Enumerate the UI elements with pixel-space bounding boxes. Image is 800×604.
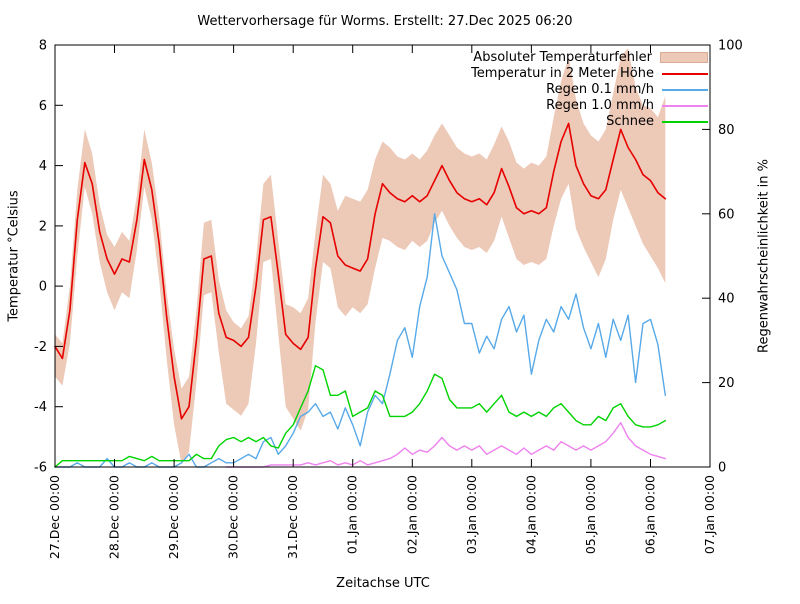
legend-label-snow: Schnee [606, 114, 654, 129]
y-right-tick-label: 60 [718, 207, 735, 222]
y-right-tick-label: 20 [718, 376, 735, 391]
y-right-tick-label: 80 [718, 123, 735, 138]
legend-entry-rain-01: Regen 0.1 mm/h [471, 82, 708, 97]
x-tick-label: 27.Dec 00:00 [47, 475, 62, 559]
y-right-tick-label: 100 [718, 39, 743, 54]
y-left-tick-label: -2 [34, 340, 47, 355]
x-axis-title: Zeitachse UTC [336, 576, 430, 591]
y-axis-left-tick-labels: -6 -4 -2 0 2 4 6 8 [34, 39, 47, 476]
x-tick-label: 04.Jan 00:00 [523, 475, 538, 554]
temperature-error-band [55, 48, 666, 464]
y-axis-left-ticks [55, 44, 63, 468]
x-tick-label: 28.Dec 00:00 [107, 475, 122, 559]
legend-entry-temperature-error: Absoluter Temperaturfehler [471, 50, 708, 65]
snow-line [54, 365, 666, 468]
chart-title: Wettervorhersage für Worms. Erstellt: 27… [197, 14, 573, 29]
legend-swatch-rain-01-line [662, 88, 708, 91]
plot-border [54, 44, 711, 468]
legend-entry-temperature: Temperatur in 2 Meter Höhe [471, 66, 708, 81]
x-tick-label: 30.Dec 00:00 [226, 475, 241, 559]
x-tick-label: 06.Jan 00:00 [643, 475, 658, 554]
y-left-tick-label: 8 [39, 39, 47, 54]
x-axis-tick-labels: 27.Dec 00:00 28.Dec 00:00 29.Dec 00:00 30.D… [47, 475, 717, 559]
x-tick-label: 02.Jan 00:00 [404, 475, 419, 554]
legend-label-temperature: Temperatur in 2 Meter Höhe [471, 66, 654, 81]
y-right-tick-label: 40 [718, 292, 735, 307]
legend-entry-snow: Schnee [471, 114, 708, 129]
x-tick-label: 05.Jan 00:00 [583, 475, 598, 554]
legend-label-temperature-error: Absoluter Temperaturfehler [473, 50, 652, 65]
legend-swatch-temperature-error-band [660, 52, 708, 63]
y-left-tick-label: 6 [39, 99, 47, 114]
y-left-tick-label: 2 [39, 219, 47, 234]
x-tick-label: 03.Jan 00:00 [464, 475, 479, 554]
y-right-tick-label: 0 [718, 461, 726, 476]
rain-10-line [225, 422, 666, 468]
legend-entry-rain-10: Regen 1.0 mm/h [471, 98, 708, 113]
temperature-line [54, 122, 667, 420]
legend-swatch-temperature-line [662, 72, 708, 75]
legend-label-rain-10: Regen 1.0 mm/h [546, 98, 654, 113]
y-left-tick-label: -4 [34, 400, 47, 415]
y-left-tick-label: 4 [39, 159, 47, 174]
x-axis-ticks [54, 45, 711, 467]
legend: Absoluter Temperaturfehler Temperatur in… [471, 50, 708, 129]
legend-swatch-rain-10-line [662, 104, 708, 107]
legend-swatch-snow-line [662, 120, 708, 123]
y-axis-title-left: Temperatur °Celsius [6, 190, 22, 322]
x-tick-label: 07.Jan 00:00 [702, 475, 717, 554]
x-tick-label: 29.Dec 00:00 [166, 475, 181, 559]
y-axis-title-right: Regenwahrscheinlichkeit in % [756, 159, 772, 353]
y-left-tick-label: -6 [34, 461, 47, 476]
rain-01-line [54, 213, 666, 468]
y-axis-right-ticks [702, 44, 710, 468]
y-left-tick-label: 0 [39, 280, 47, 295]
y-axis-right-tick-labels: 0 20 40 60 80 100 [718, 39, 743, 476]
legend-label-rain-01: Regen 0.1 mm/h [546, 82, 654, 97]
x-tick-label: 01.Jan 00:00 [345, 475, 360, 554]
x-tick-label: 31.Dec 00:00 [285, 475, 300, 559]
